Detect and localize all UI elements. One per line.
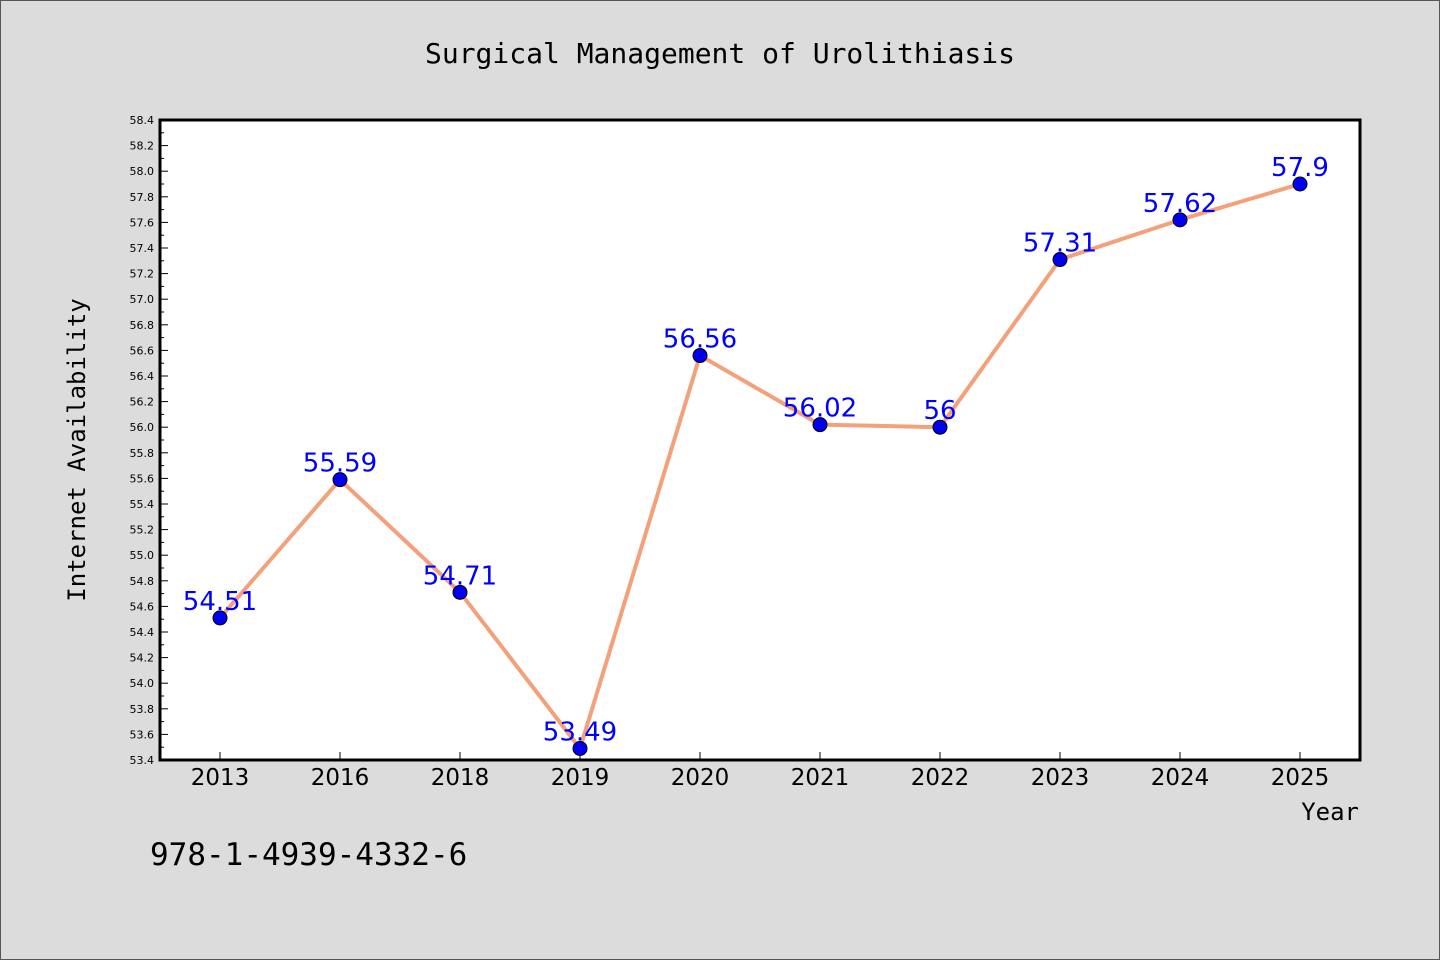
data-point bbox=[212, 610, 228, 626]
y-tick-label: 53.6 bbox=[130, 728, 155, 741]
y-tick-label: 54.0 bbox=[130, 677, 155, 690]
data-label: 57.62 bbox=[1143, 189, 1217, 219]
y-tick-label: 53.4 bbox=[130, 754, 155, 767]
data-point bbox=[932, 419, 948, 435]
x-tick-label: 2023 bbox=[1031, 765, 1090, 791]
y-tick-label: 57.2 bbox=[130, 268, 155, 281]
y-tick-label: 56.2 bbox=[130, 396, 155, 409]
y-tick-label: 57.4 bbox=[130, 242, 155, 255]
data-label: 53.49 bbox=[543, 717, 617, 747]
data-label: 56 bbox=[923, 396, 956, 426]
x-tick-label: 2013 bbox=[191, 765, 250, 791]
y-tick-label: 55.2 bbox=[130, 524, 155, 537]
y-tick-label: 58.0 bbox=[130, 165, 155, 178]
isbn-annotation: 978-1-4939-4332-6 bbox=[150, 837, 467, 873]
data-point bbox=[572, 740, 588, 756]
data-point bbox=[1292, 176, 1308, 192]
y-tick-label: 56.0 bbox=[130, 421, 155, 434]
data-label: 56.02 bbox=[783, 394, 857, 424]
y-tick-label: 54.4 bbox=[130, 626, 155, 639]
data-label: 57.31 bbox=[1023, 229, 1097, 259]
x-tick-label: 2024 bbox=[1151, 765, 1210, 791]
y-tick-label: 53.8 bbox=[130, 703, 155, 716]
data-point bbox=[1052, 252, 1068, 268]
data-point bbox=[1172, 212, 1188, 228]
y-tick-label: 57.8 bbox=[130, 191, 155, 204]
y-tick-label: 55.0 bbox=[130, 549, 155, 562]
y-axis: 53.4 53.6 53.8 54.0 54.2 54.4 54.6 54.8 55.0 55.2… bbox=[130, 114, 168, 767]
y-tick-label: 54.6 bbox=[130, 600, 155, 613]
x-tick-label: 2020 bbox=[671, 765, 730, 791]
data-label: 57.9 bbox=[1271, 153, 1329, 183]
y-tick-label: 54.2 bbox=[130, 652, 155, 665]
data-point bbox=[332, 472, 348, 488]
x-tick-label: 2025 bbox=[1271, 765, 1330, 791]
x-tick-label: 2016 bbox=[311, 765, 370, 791]
series-group: 54.51 55.59 54.71 53.49 56.56 56.02 56 57.31 57.… bbox=[183, 153, 1329, 756]
data-label: 56.56 bbox=[663, 325, 737, 355]
chart-title: Surgical Management of Urolithiasis bbox=[425, 37, 1015, 70]
y-tick-label: 57.0 bbox=[130, 293, 155, 306]
x-tick-label: 2022 bbox=[911, 765, 970, 791]
data-label: 54.51 bbox=[183, 587, 257, 617]
y-tick-label: 58.2 bbox=[130, 140, 155, 153]
y-tick-label: 55.6 bbox=[130, 472, 155, 485]
y-tick-label: 56.6 bbox=[130, 344, 155, 357]
data-point bbox=[692, 348, 708, 364]
data-point bbox=[812, 417, 828, 433]
y-tick-label: 58.4 bbox=[130, 114, 155, 127]
y-tick-label: 56.4 bbox=[130, 370, 155, 383]
x-tick-label: 2018 bbox=[431, 765, 490, 791]
y-tick-label: 56.8 bbox=[130, 319, 155, 332]
x-axis-title: Year bbox=[1301, 798, 1359, 826]
y-tick-label: 55.8 bbox=[130, 447, 155, 460]
x-tick-label: 2019 bbox=[551, 765, 610, 791]
y-tick-label: 55.4 bbox=[130, 498, 155, 511]
y-tick-label: 54.8 bbox=[130, 575, 155, 588]
series-line bbox=[218, 182, 1301, 751]
x-axis: 2013 2016 2018 2019 2020 2021 2022 2023 2024 2025 bbox=[191, 752, 1330, 791]
x-tick-label: 2021 bbox=[791, 765, 850, 791]
y-axis-title: Internet Availability bbox=[63, 298, 91, 601]
data-label: 55.59 bbox=[303, 449, 377, 479]
data-point bbox=[452, 584, 468, 600]
data-label: 54.71 bbox=[423, 561, 497, 591]
y-tick-label: 57.6 bbox=[130, 216, 155, 229]
